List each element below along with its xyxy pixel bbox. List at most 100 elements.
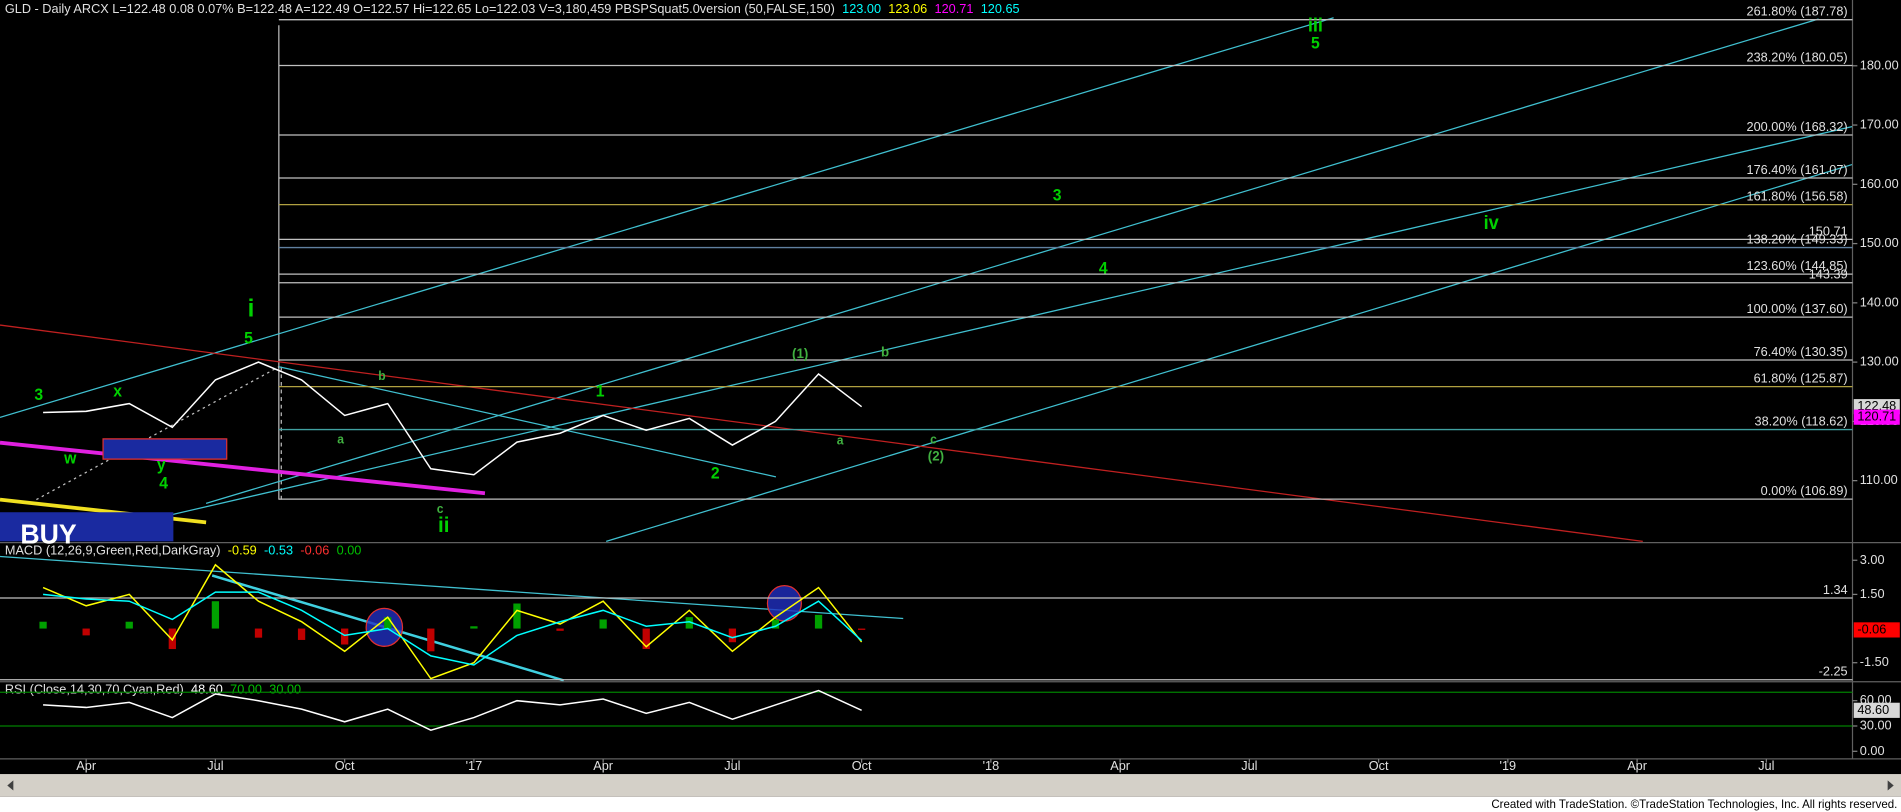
x-tick-label: Apr — [1627, 758, 1647, 773]
y-tick-label: 160.00 — [1860, 176, 1899, 191]
level-label: 76.40% (130.35) — [1754, 344, 1848, 359]
header-value: -0.06 — [300, 543, 329, 558]
channel-line — [72, 125, 1853, 539]
scroll-left[interactable] — [7, 780, 14, 791]
histogram-bar — [513, 603, 521, 629]
trend-line — [0, 440, 486, 496]
histogram-bar — [427, 628, 435, 652]
histogram-bar — [814, 614, 823, 629]
header-value: 70.00 — [230, 682, 262, 697]
axis-marker-box — [1853, 702, 1900, 718]
x-tick-label: Oct — [1369, 758, 1389, 773]
buy-box — [0, 512, 174, 542]
wave-label: (1) — [792, 346, 808, 361]
histogram-bar — [642, 628, 650, 650]
header-value: 0.00 — [337, 543, 362, 558]
y-tick-label: -1.50 — [1860, 654, 1889, 669]
histogram-bar — [254, 628, 263, 638]
axis-marker-label: 122.48 — [1857, 398, 1896, 413]
wave-label: i — [248, 295, 255, 323]
footer: Created with TradeStation. ©TradeStation… — [1491, 798, 1897, 811]
axis-marker-label: 120.71 — [1857, 408, 1896, 423]
histogram-bar — [728, 628, 737, 643]
series-line — [43, 361, 863, 476]
level-label: 200.00% (168.32) — [1747, 119, 1848, 134]
y-tick-label: 140.00 — [1860, 294, 1899, 309]
x-tick-label: Oct — [335, 758, 355, 773]
scroll-right[interactable] — [1887, 780, 1894, 791]
histogram-bar — [82, 628, 90, 636]
histogram-bar — [599, 619, 607, 629]
level-label: 100.00% (137.60) — [1747, 301, 1848, 316]
y-tick-label: 170.00 — [1860, 116, 1899, 131]
histogram-bar — [125, 621, 133, 629]
x-tick-label: Jul — [207, 758, 223, 773]
x-tick-label: '19 — [1500, 758, 1517, 773]
wave-label: BUY — [20, 518, 76, 550]
x-tick-label: '18 — [983, 758, 1000, 773]
wave-label: x — [113, 382, 122, 400]
series-line — [42, 563, 863, 680]
x-tick-label: Jul — [1241, 758, 1257, 773]
level-label: 261.80% (187.78) — [1747, 3, 1848, 18]
x-tick-label: '17 — [466, 758, 483, 773]
header-value: 120.65 — [981, 1, 1020, 16]
wave-label: (2) — [928, 448, 944, 463]
drawings — [0, 17, 1853, 682]
header-value: 48.60 — [191, 682, 223, 697]
axis-marker-label: -0.06 — [1857, 621, 1886, 636]
histogram-bar — [857, 628, 866, 630]
header-title: RSI (Close,14,30,70,Cyan,Red) — [5, 682, 184, 697]
wave-label: y — [157, 455, 166, 473]
histogram-bar — [771, 619, 780, 629]
level-label: -2.25 — [1819, 663, 1848, 678]
trend-line — [0, 324, 1643, 542]
channel-line — [0, 17, 1334, 418]
wave-label: iii — [1308, 14, 1323, 35]
x-tick-label: Apr — [76, 758, 96, 773]
y-tick-label: 150.00 — [1860, 235, 1899, 250]
panel-header: RSI (Close,14,30,70,Cyan,Red) 48.60 70.00 3… — [5, 682, 301, 697]
y-tick-label: 0.00 — [1860, 743, 1885, 758]
series-line — [43, 591, 863, 666]
zone-box — [102, 438, 228, 460]
scrollbar[interactable] — [0, 774, 1901, 797]
y-tick-label: 110.00 — [1860, 472, 1898, 487]
panel-header: GLD - Daily ARCX L=122.48 0.08 0.07% B=1… — [5, 1, 1020, 16]
histogram-bar — [556, 628, 564, 631]
level-label: 143.39 — [1809, 266, 1848, 281]
wave-label: 5 — [244, 329, 253, 347]
channel-line — [205, 18, 1819, 504]
histogram-bar — [384, 617, 392, 629]
histogram-bar — [685, 617, 693, 629]
macd-trend-line — [0, 555, 904, 620]
wave-label: iv — [1484, 212, 1500, 233]
level-label: 38.20% (118.62) — [1755, 413, 1848, 428]
level-label: 150.71 — [1809, 223, 1848, 238]
wave-label: 1 — [596, 382, 605, 400]
channel-line — [606, 163, 1853, 542]
wave-label: w — [63, 449, 77, 467]
header-value: 123.06 — [888, 1, 927, 16]
axis-marker-box — [1853, 622, 1900, 638]
x-tick-label: Oct — [852, 758, 872, 773]
wave-label: c — [437, 502, 444, 516]
x-tick-label: Jul — [724, 758, 740, 773]
wave-label: 3 — [1053, 186, 1062, 204]
axis-marker-box — [1853, 409, 1900, 425]
histogram-bar — [470, 626, 478, 629]
header-value: 123.00 — [842, 1, 881, 16]
y-tick-label: 3.00 — [1860, 552, 1885, 567]
level-label: 161.80% (156.58) — [1747, 188, 1848, 203]
trend-line — [278, 366, 777, 478]
wave-label: ii — [438, 513, 449, 536]
histogram-bar — [39, 621, 47, 629]
histogram-bar — [211, 601, 220, 629]
series-line — [43, 689, 862, 732]
histogram-bar — [297, 628, 306, 640]
level-label: 238.20% (180.05) — [1747, 49, 1848, 64]
footer-bar — [0, 796, 1901, 812]
wave-label: 4 — [159, 474, 168, 492]
level-label: 0.00% (106.89) — [1761, 483, 1848, 498]
